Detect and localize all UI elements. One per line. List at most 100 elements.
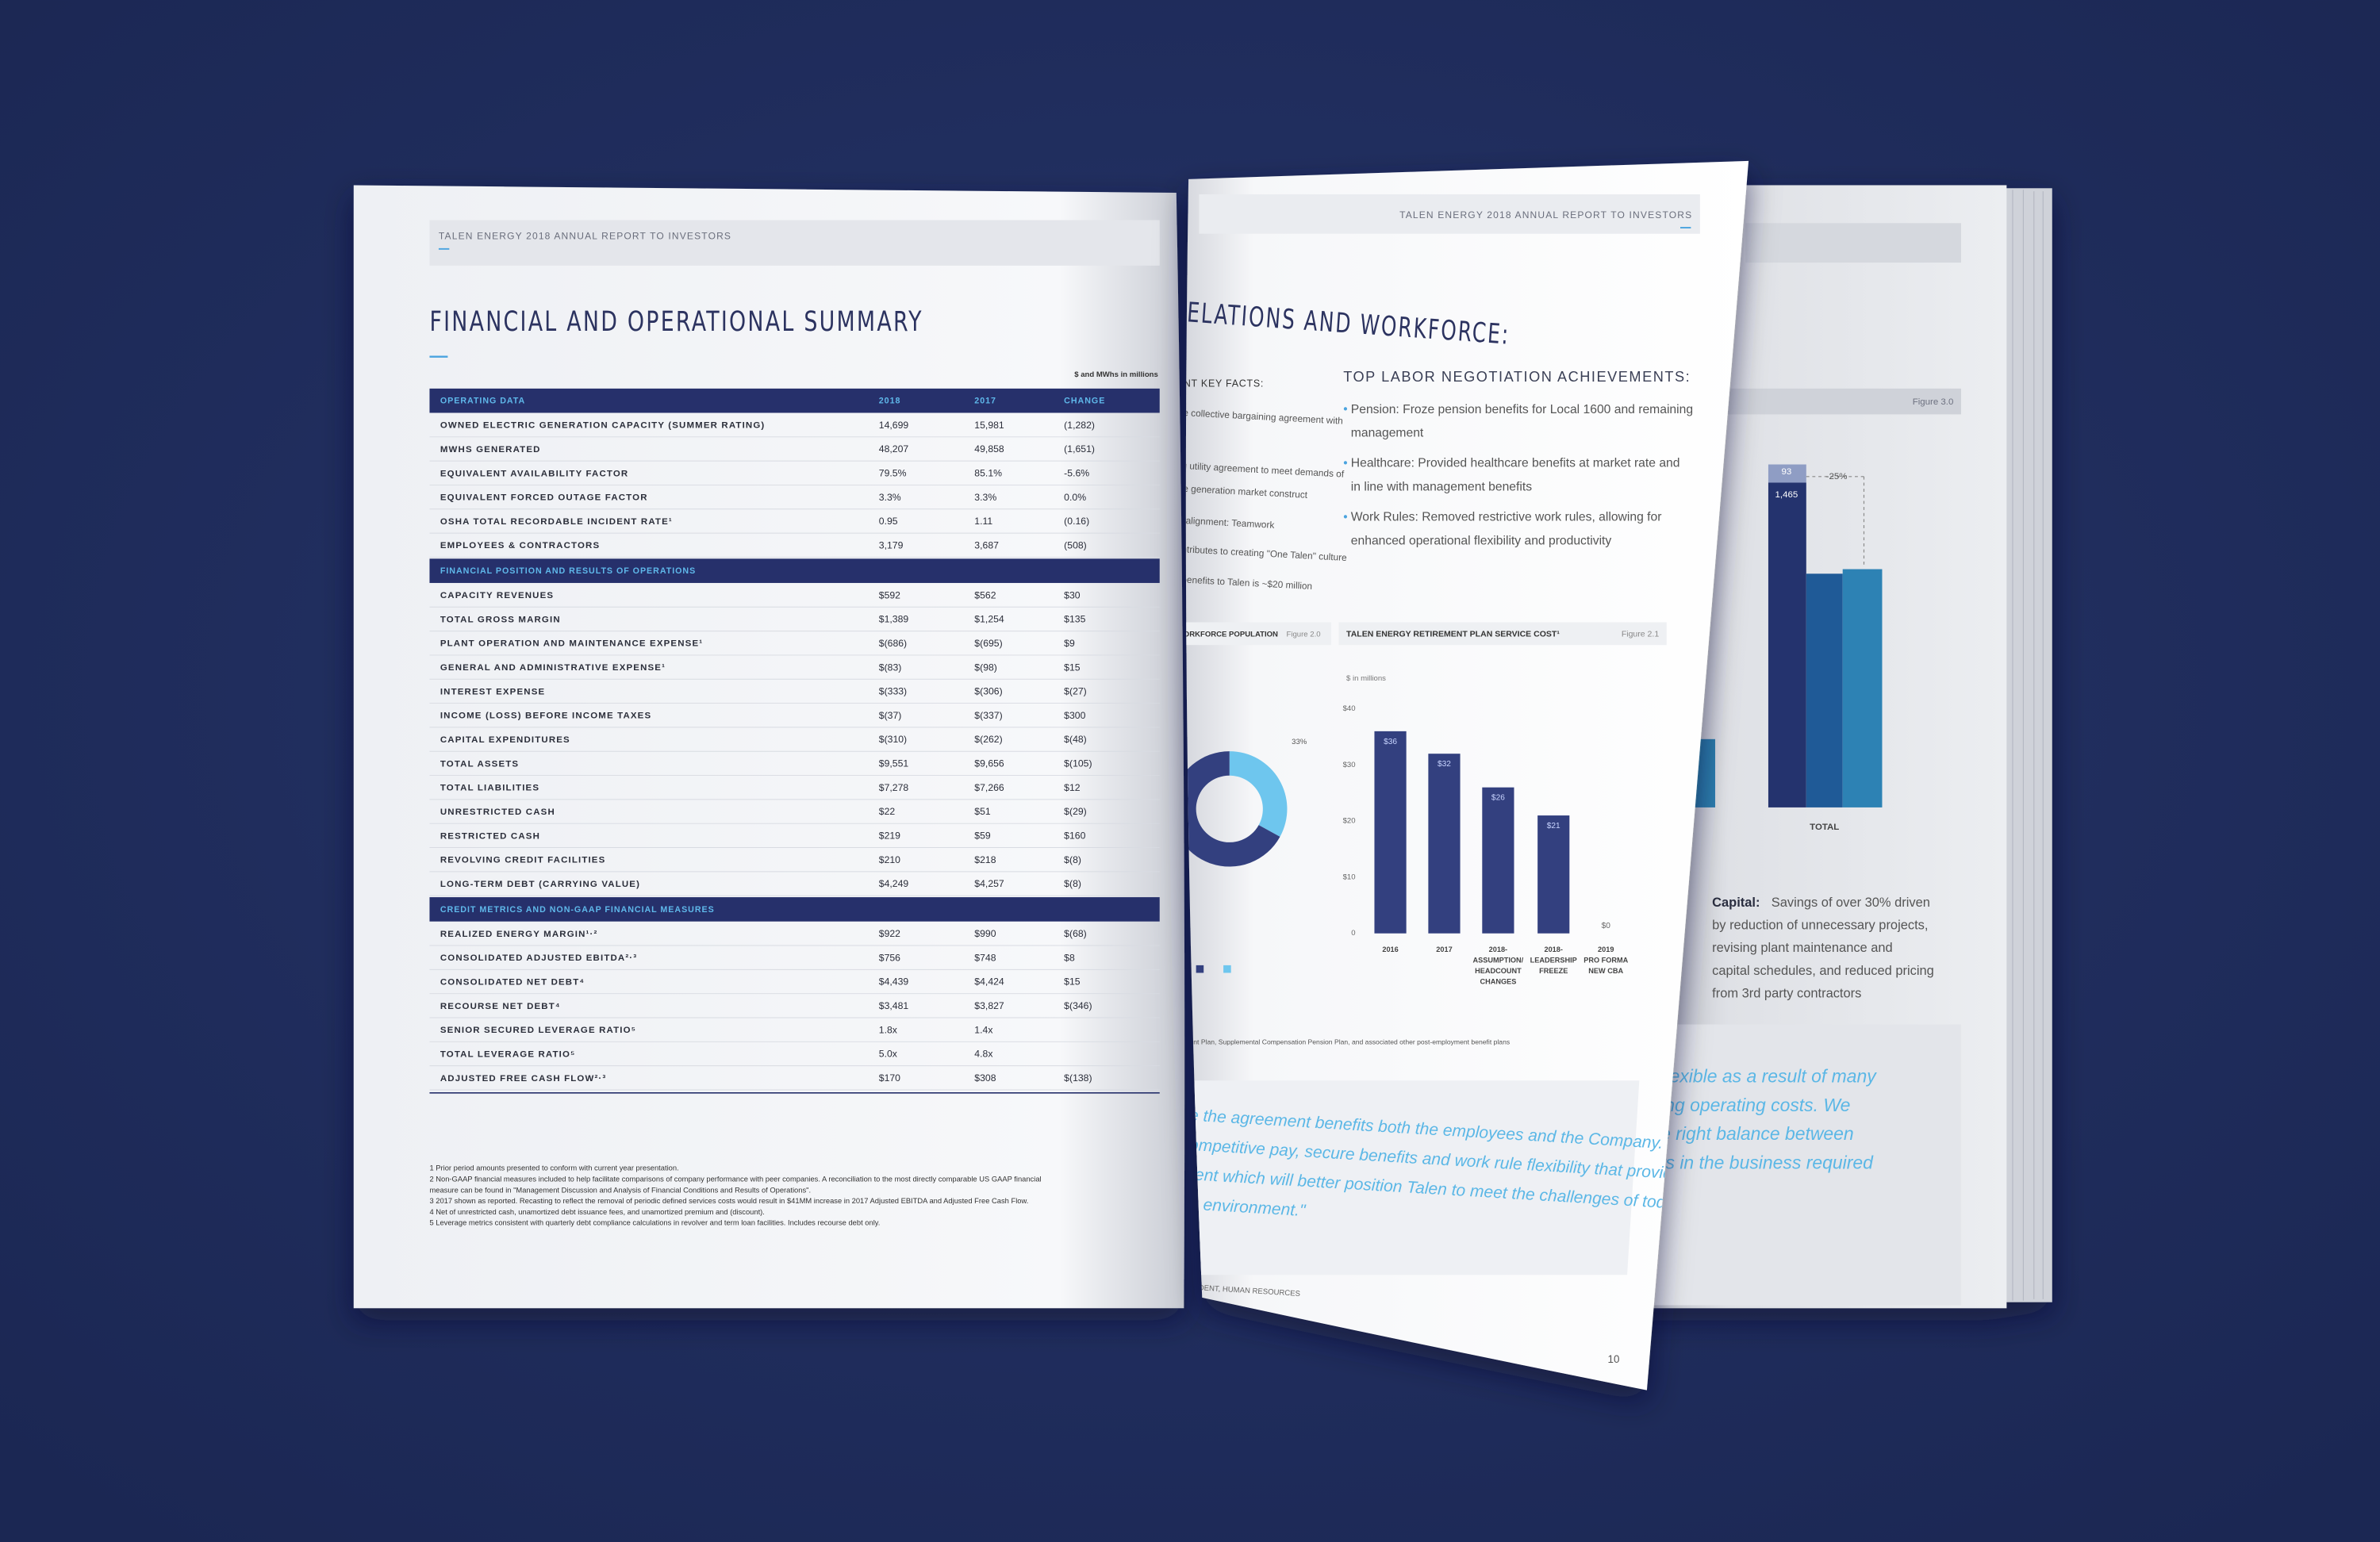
- cell: $(306): [974, 686, 1002, 697]
- cell: 49,858: [974, 443, 1004, 455]
- cell: $562: [974, 589, 996, 600]
- quote-line: flexible as a result of many: [1660, 1066, 1877, 1087]
- cell: $(8): [1064, 878, 1081, 889]
- cell: $922: [879, 928, 900, 939]
- value-label: $32: [1438, 760, 1451, 769]
- bar: [1482, 787, 1514, 934]
- section-heading: FINANCIAL POSITION AND RESULTS OF OPERAT…: [440, 566, 696, 576]
- achievement: Pension: Froze pension benefits for Loca…: [1351, 403, 1693, 416]
- achievement: management: [1351, 426, 1424, 439]
- left-page-content: TALEN ENERGY 2018 ANNUAL REPORT TO INVES…: [429, 220, 1160, 1227]
- bar: [1842, 569, 1883, 807]
- row-label: INTEREST EXPENSE: [440, 687, 545, 696]
- cell: $9: [1064, 638, 1075, 649]
- quote-box: [1185, 1080, 1640, 1275]
- capital-text: capital schedules, and reduced pricing: [1712, 964, 1934, 978]
- chart-title: TALEN ENERGY RETIREMENT PLAN SERVICE COS…: [1346, 630, 1560, 639]
- category-label: 2018-: [1544, 946, 1562, 953]
- cell: $9,656: [974, 758, 1004, 769]
- cell: $15: [1064, 976, 1081, 988]
- section-bar: [429, 388, 1160, 413]
- cell: 14,699: [879, 420, 909, 431]
- bullet: •: [1343, 403, 1347, 416]
- category-label: HEADCOUNT: [1475, 967, 1522, 975]
- row-label: TOTAL LEVERAGE RATIO⁵: [440, 1049, 576, 1059]
- cell: $(98): [974, 662, 997, 673]
- cell: 15,981: [974, 420, 1004, 431]
- value-label: $21: [1547, 822, 1560, 830]
- cell: 4.8x: [974, 1049, 992, 1060]
- cell: $12: [1064, 782, 1081, 793]
- cell: $(105): [1064, 758, 1092, 769]
- cell: 1.11: [974, 516, 992, 527]
- footnote: 4 Net of unrestricted cash, unamortized …: [429, 1208, 764, 1216]
- bar: [1537, 815, 1570, 934]
- row-label: REALIZED ENERGY MARGIN¹·²: [440, 930, 598, 939]
- category-label: 2018-: [1489, 946, 1507, 953]
- left-page: [353, 185, 1185, 1309]
- units-note: $ and MWhs in millions: [1074, 370, 1158, 379]
- category-label: CHANGES: [1480, 977, 1516, 985]
- column-header: 2018: [879, 397, 901, 406]
- cell: $4,424: [974, 976, 1004, 988]
- row-label: CAPACITY REVENUES: [440, 591, 554, 600]
- y-tick-label: $20: [1343, 817, 1356, 826]
- running-header: TALEN ENERGY 2018 ANNUAL REPORT TO INVES…: [439, 231, 731, 242]
- cell: 85.1%: [974, 467, 1002, 478]
- cell: $160: [1064, 830, 1085, 842]
- bar: [1374, 731, 1407, 934]
- category-label: PRO FORMA: [1583, 957, 1628, 965]
- bar: [1428, 754, 1461, 934]
- cell: $4,257: [974, 878, 1004, 889]
- cell: $51: [974, 806, 991, 817]
- row-label: CONSOLIDATED NET DEBT⁴: [440, 978, 585, 988]
- cell: $4,439: [879, 976, 909, 988]
- bar: [1768, 482, 1806, 807]
- cell: (508): [1064, 539, 1087, 550]
- cell: $7,266: [974, 782, 1004, 793]
- cell: $(29): [1064, 806, 1087, 817]
- cell: (1,651): [1064, 443, 1095, 455]
- cell: $30: [1064, 589, 1081, 600]
- quote-line: ing operating costs. We: [1660, 1095, 1850, 1115]
- header-band: [1199, 194, 1700, 234]
- capital-text: Savings of over 30% driven: [1772, 896, 1930, 910]
- chart-footnote: eement Plan, Supplemental Compensation P…: [1177, 1038, 1510, 1046]
- cell: $308: [974, 1072, 996, 1084]
- achievement: Work Rules: Removed restrictive work rul…: [1351, 511, 1662, 524]
- cell: $990: [974, 928, 996, 939]
- cell: $59: [974, 830, 991, 842]
- achievement: in line with management benefits: [1351, 480, 1532, 493]
- cell: $219: [879, 830, 900, 842]
- running-header: TALEN ENERGY 2018 ANNUAL REPORT TO INVES…: [1399, 209, 1692, 221]
- row-label: TOTAL ASSETS: [440, 759, 519, 769]
- category-label: 2019: [1598, 946, 1614, 953]
- footnote: 1 Prior period amounts presented to conf…: [429, 1164, 678, 1172]
- footnote: 2 Non-GAAP financial measures included t…: [429, 1176, 1041, 1183]
- row-label: MWHS GENERATED: [440, 445, 541, 455]
- y-tick-label: 0: [1351, 929, 1355, 938]
- footnote: measure can be found in "Management Disc…: [429, 1186, 811, 1194]
- achievements-heading: TOP LABOR NEGOTIATION ACHIEVEMENTS:: [1343, 369, 1691, 385]
- chart-band: [1338, 622, 1667, 646]
- header-band: [1745, 223, 1961, 263]
- value-label: $0: [1602, 922, 1611, 930]
- cell: $210: [879, 854, 900, 865]
- category-label: 2016: [1382, 946, 1398, 953]
- key-fact: ly alignment: Teamwork: [1176, 514, 1274, 530]
- row-label: CONSOLIDATED ADJUSTED EBITDA²·³: [440, 953, 637, 963]
- capital-text: from 3rd party contractors: [1712, 987, 1861, 1001]
- row-label: TOTAL LIABILITIES: [440, 784, 539, 793]
- row-label: OSHA TOTAL RECORDABLE INCIDENT RATE¹: [440, 517, 673, 527]
- cell: 48,207: [879, 443, 909, 455]
- y-tick-label: $10: [1343, 873, 1356, 881]
- row-label: RECOURSE NET DEBT⁴: [440, 1002, 561, 1011]
- key-facts-heading: ENT KEY FACTS:: [1177, 378, 1264, 389]
- cell: 1.4x: [974, 1024, 992, 1035]
- bar-label: 93: [1782, 467, 1792, 477]
- cell: $170: [879, 1072, 900, 1084]
- cell: 79.5%: [879, 467, 907, 478]
- cell: $(695): [974, 638, 1002, 649]
- column-header: CHANGE: [1064, 397, 1105, 406]
- cell: $748: [974, 952, 996, 963]
